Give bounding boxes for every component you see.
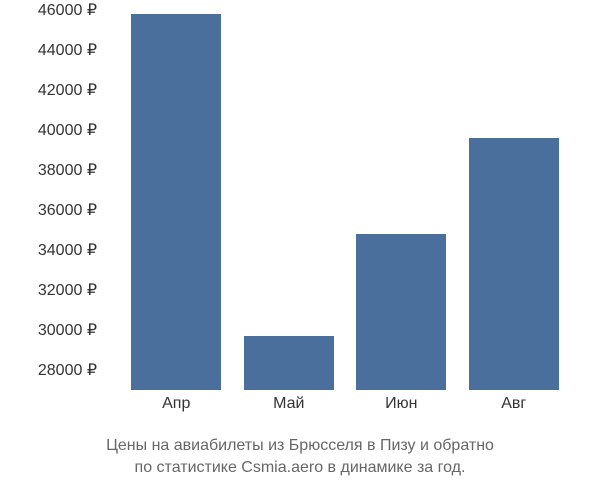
x-tick-label: Июн (356, 395, 446, 413)
chart-container: 28000 ₽ 30000 ₽ 32000 ₽ 34000 ₽ 36000 ₽ 38000… (0, 0, 600, 500)
y-tick-label: 46000 ₽ (38, 0, 97, 20)
y-tick-label: 34000 ₽ (38, 240, 97, 260)
y-tick-label: 30000 ₽ (38, 320, 97, 340)
y-tick-label: 40000 ₽ (38, 120, 97, 140)
caption-line-2: по статистике Csmia.aero в динамике за г… (20, 457, 580, 479)
chart-caption: Цены на авиабилеты из Брюсселя в Пизу и … (0, 435, 600, 480)
x-tick-label: Авг (469, 395, 559, 413)
y-tick-label: 44000 ₽ (38, 40, 97, 60)
y-tick-label: 32000 ₽ (38, 280, 97, 300)
bar (244, 336, 334, 390)
bars-group (110, 10, 580, 390)
bar (356, 234, 446, 390)
y-tick-label: 42000 ₽ (38, 80, 97, 100)
y-axis: 28000 ₽ 30000 ₽ 32000 ₽ 34000 ₽ 36000 ₽ 38000… (0, 10, 105, 390)
x-tick-label: Апр (131, 395, 221, 413)
x-axis: Апр Май Июн Авг (110, 395, 580, 413)
x-tick-label: Май (244, 395, 334, 413)
y-tick-label: 36000 ₽ (38, 200, 97, 220)
bar (131, 14, 221, 390)
chart-plot-area (110, 10, 580, 390)
y-tick-label: 38000 ₽ (38, 160, 97, 180)
bar (469, 138, 559, 390)
caption-line-1: Цены на авиабилеты из Брюсселя в Пизу и … (20, 435, 580, 457)
y-tick-label: 28000 ₽ (38, 360, 97, 380)
